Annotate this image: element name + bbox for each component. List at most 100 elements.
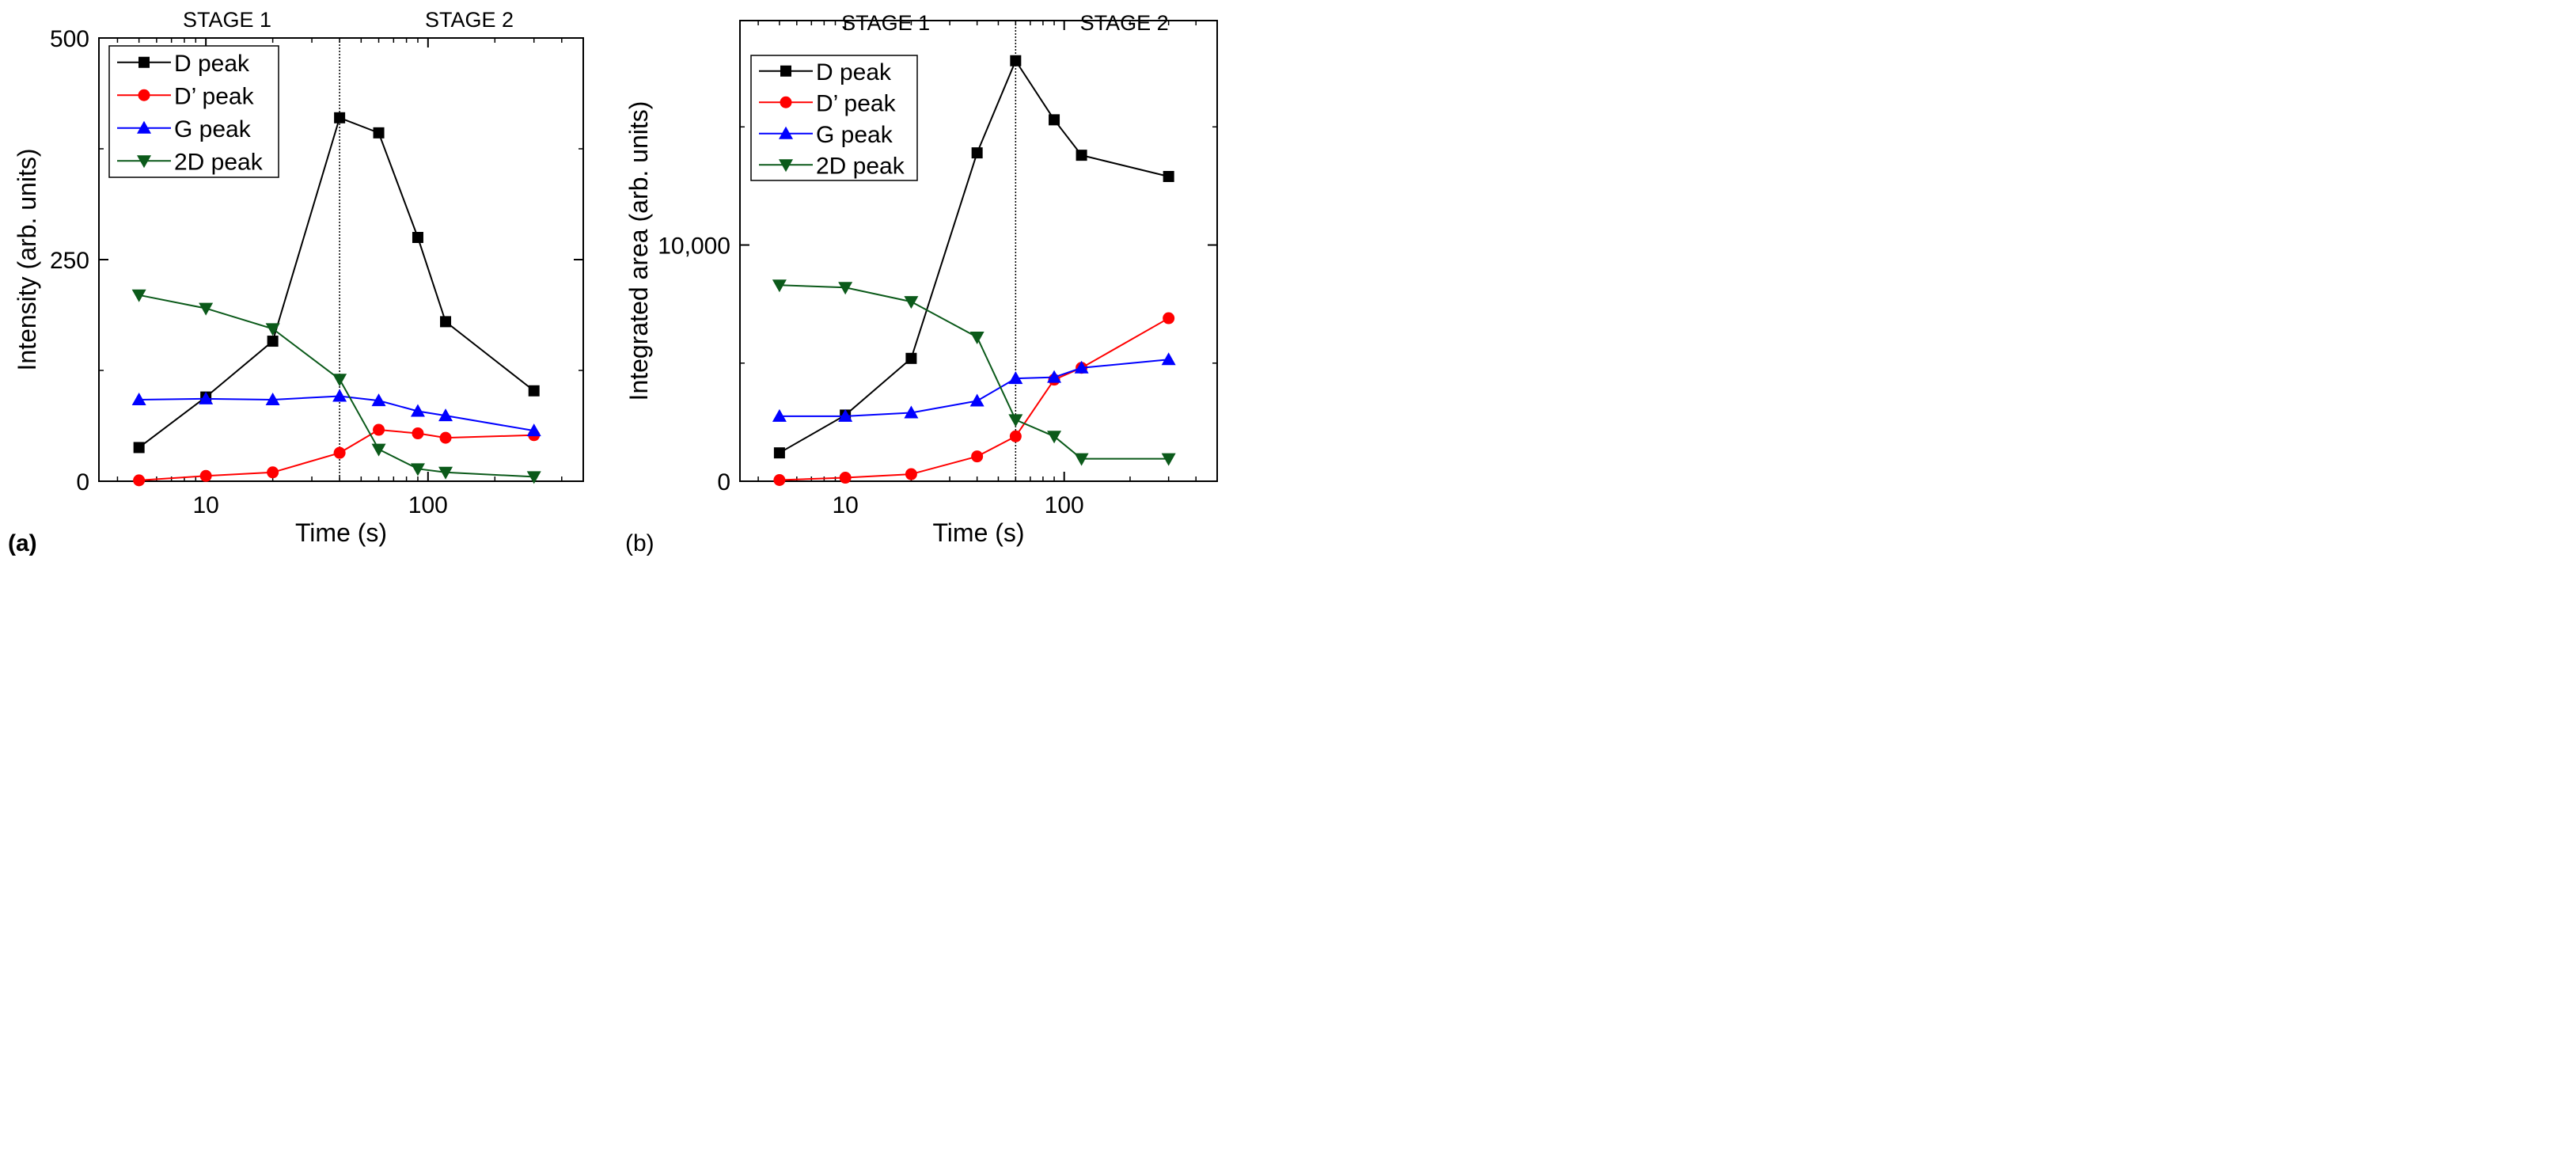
y-axis-title: Integrated area (arb. units)	[624, 101, 653, 401]
series-g-peak	[772, 352, 1176, 422]
data-point	[412, 427, 424, 440]
data-point	[373, 127, 385, 139]
data-point	[1047, 431, 1062, 444]
series-line	[138, 294, 534, 478]
data-point	[131, 289, 146, 302]
data-point	[371, 443, 386, 457]
data-point	[332, 374, 347, 387]
data-point	[969, 393, 984, 407]
y-tick-label: 0	[76, 469, 89, 495]
legend-marker	[779, 159, 793, 173]
series-2d-peak	[131, 289, 541, 484]
data-point	[526, 423, 541, 437]
data-point	[838, 282, 853, 295]
legend-b: D peak D’ peak G peak 2D peak	[750, 55, 918, 181]
legend-a: D peak D’ peak G peak 2D peak	[108, 45, 279, 178]
data-point	[528, 385, 540, 397]
data-point	[1161, 453, 1176, 466]
stage-1-label: STAGE 1	[183, 8, 271, 32]
data-point	[439, 431, 452, 444]
data-point	[199, 469, 212, 482]
stage-2-label: STAGE 2	[1080, 11, 1169, 35]
data-point	[838, 408, 853, 422]
data-point	[1161, 352, 1176, 366]
chart-b: 10 100 0 10,000 Time (s) Integrated area (arb…	[624, 11, 1218, 556]
data-point	[971, 450, 984, 463]
chart-a: 10 100 0 250 500 Time (s) Intensity (arb. unit…	[8, 8, 584, 556]
legend-marker	[780, 96, 792, 108]
legend-label: G peak	[816, 122, 893, 148]
data-point	[438, 408, 453, 422]
data-point	[438, 466, 453, 480]
legend-label: D peak	[174, 51, 250, 77]
data-point	[1163, 170, 1174, 182]
y-tick-label: 500	[50, 26, 89, 52]
data-point	[133, 474, 146, 487]
series-line	[779, 59, 1169, 454]
legend-marker	[137, 120, 151, 134]
stage-2-label: STAGE 2	[425, 8, 514, 32]
data-point	[265, 323, 280, 336]
x-axis-title: Time (s)	[932, 518, 1024, 547]
data-point	[1074, 453, 1089, 466]
data-point	[839, 472, 852, 484]
series-g-peak	[131, 389, 541, 437]
data-point	[773, 474, 786, 487]
data-point	[1163, 312, 1175, 325]
data-point	[1010, 55, 1022, 66]
y-tick-label: 250	[50, 248, 89, 274]
legend-box	[750, 55, 918, 181]
data-point	[1049, 114, 1060, 126]
panel-label: (b)	[625, 530, 654, 556]
legend-label: G peak	[174, 116, 252, 142]
data-point	[412, 232, 423, 243]
data-point	[373, 423, 385, 436]
data-point	[1076, 150, 1087, 161]
x-tick-label: 100	[408, 492, 448, 518]
data-point	[971, 147, 983, 159]
data-point	[904, 405, 919, 419]
panel-label: (a)	[8, 530, 37, 556]
data-point	[904, 296, 919, 309]
series-d-peak	[773, 55, 1174, 459]
data-point	[199, 391, 214, 404]
legend-label: 2D peak	[816, 153, 905, 179]
data-point	[333, 446, 346, 459]
legend-label: 2D peak	[174, 149, 264, 175]
data-point	[440, 316, 452, 328]
data-point	[371, 393, 386, 407]
series-line	[138, 116, 535, 449]
x-tick-label: 10	[832, 492, 858, 518]
legend-marker	[780, 65, 791, 77]
legend-label: D peak	[816, 59, 892, 85]
x-axis-title: Time (s)	[295, 518, 387, 547]
data-point	[773, 447, 785, 459]
data-point	[131, 392, 146, 405]
x-tick-label: 10	[192, 492, 218, 518]
data-point	[267, 466, 279, 479]
y-tick-label: 0	[717, 469, 730, 495]
data-point	[772, 279, 787, 293]
data-point	[1047, 370, 1062, 383]
data-point	[526, 471, 541, 484]
y-axis-title: Intensity (arb. units)	[13, 149, 41, 371]
legend-marker	[137, 155, 151, 169]
data-point	[265, 392, 280, 405]
data-point	[410, 404, 425, 417]
data-point	[410, 463, 425, 476]
data-point	[1074, 360, 1089, 374]
stage-1-label: STAGE 1	[841, 11, 930, 35]
series-2d-peak	[772, 279, 1176, 466]
plot-frame-b	[739, 20, 1218, 482]
data-point	[267, 336, 279, 347]
legend-label: D’ peak	[816, 90, 897, 116]
data-point	[1009, 430, 1022, 442]
data-point	[133, 442, 145, 454]
series-d-peak	[133, 112, 540, 454]
data-point	[772, 408, 787, 422]
x-tick-label: 100	[1045, 492, 1084, 518]
series-line	[779, 359, 1169, 417]
series-line	[138, 395, 534, 432]
y-tick-label: 10,000	[658, 233, 730, 260]
